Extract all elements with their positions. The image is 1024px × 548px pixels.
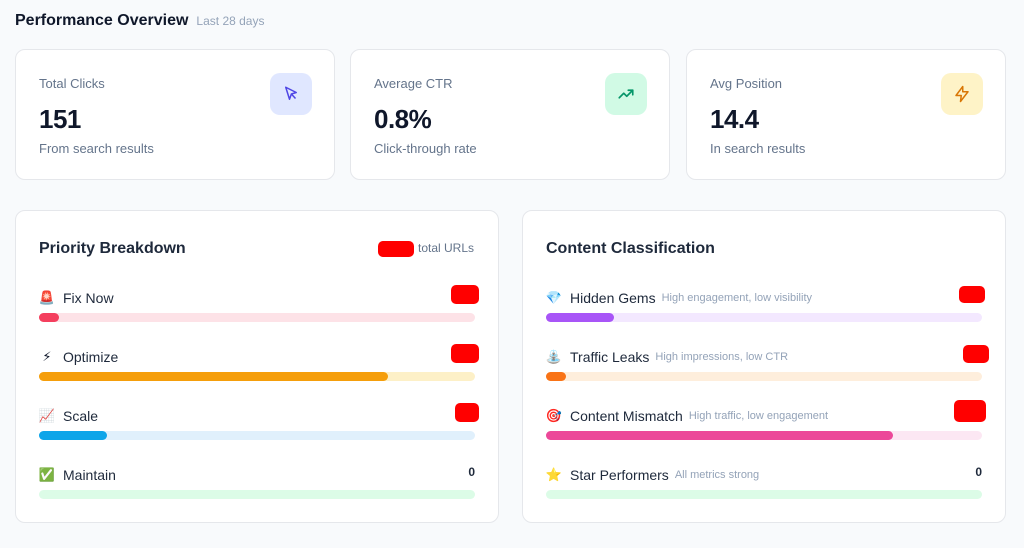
kpi-value: 0.8% — [374, 104, 432, 134]
row-count — [455, 403, 479, 422]
lightning-icon — [941, 73, 983, 115]
priority-row-maintain[interactable]: ✅ Maintain 0 — [39, 465, 475, 505]
kpi-card-avg-position: Avg Position 14.4 In search results — [686, 49, 1006, 180]
row-label: Optimize — [63, 349, 119, 365]
progress-track — [546, 431, 982, 440]
priority-row-optimize[interactable]: ⚡ Optimize — [39, 344, 479, 387]
row-hint: High engagement, low visibility — [661, 292, 813, 304]
row-label: Traffic Leaks — [570, 349, 650, 365]
kpi-label: Average CTR — [374, 76, 453, 91]
target-icon: 🎯 — [545, 408, 563, 423]
row-count: 0 — [468, 465, 475, 479]
progress-fill — [39, 313, 59, 322]
content-classification-panel: Content Classification 💎 Hidden Gems Hig… — [522, 210, 1006, 523]
class-row-content-mismatch[interactable]: 🎯 Content Mismatch High traffic, low eng… — [545, 400, 986, 446]
progress-track — [546, 490, 982, 499]
row-hint: High traffic, low engagement — [688, 410, 829, 422]
row-hint: High impressions, low CTR — [655, 351, 789, 363]
row-label: Content Mismatch — [570, 408, 683, 424]
kpi-value: 14.4 — [710, 104, 759, 134]
kpi-description: Click-through rate — [374, 141, 477, 156]
kpi-description: From search results — [39, 141, 154, 156]
gem-icon: 💎 — [545, 290, 563, 305]
progress-fill — [546, 431, 893, 440]
total-urls-label: total URLs — [418, 241, 475, 255]
class-row-star-performers[interactable]: ⭐ Star Performers All metrics strong 0 — [546, 465, 982, 505]
row-label: Hidden Gems — [570, 290, 656, 306]
siren-icon: 🚨 — [38, 290, 56, 305]
row-label: Fix Now — [63, 290, 114, 306]
progress-fill — [39, 431, 107, 440]
class-row-traffic-leaks[interactable]: ⛲ Traffic Leaks High impressions, low CT… — [545, 345, 989, 387]
progress-track — [39, 313, 475, 322]
priority-breakdown-panel: Priority Breakdown total URLs 🚨 Fix Now … — [15, 210, 499, 523]
kpi-description: In search results — [710, 141, 806, 156]
priority-row-scale[interactable]: 📈 Scale — [38, 403, 479, 446]
check-mark-icon: ✅ — [38, 467, 56, 482]
class-row-hidden-gems[interactable]: 💎 Hidden Gems High engagement, low visib… — [545, 286, 985, 328]
row-count — [959, 286, 985, 303]
row-count: 0 — [975, 465, 982, 479]
progress-fill — [39, 372, 388, 381]
row-count — [954, 400, 986, 422]
total-urls-count — [378, 241, 414, 257]
progress-track — [39, 431, 475, 440]
kpi-label: Total Clicks — [39, 76, 105, 91]
kpi-card-average-ctr: Average CTR 0.8% Click-through rate — [350, 49, 670, 180]
panel-title: Content Classification — [546, 240, 715, 257]
page-title: Performance Overview — [15, 12, 189, 29]
progress-track — [39, 490, 475, 499]
fountain-icon: ⛲ — [545, 349, 563, 364]
row-hint: All metrics strong — [674, 469, 760, 481]
lightning-icon: ⚡ — [42, 349, 52, 364]
trending-up-icon — [605, 73, 647, 115]
row-count — [963, 345, 989, 363]
kpi-card-total-clicks: Total Clicks 151 From search results — [15, 49, 335, 180]
progress-track — [39, 372, 475, 381]
priority-row-fix-now[interactable]: 🚨 Fix Now — [38, 285, 479, 328]
progress-fill — [546, 313, 614, 322]
progress-track — [546, 372, 982, 381]
progress-fill — [546, 372, 566, 381]
row-label: Scale — [63, 408, 99, 424]
page-header: Performance Overview Last 28 days — [15, 12, 264, 30]
kpi-label: Avg Position — [710, 76, 783, 91]
kpi-value: 151 — [39, 104, 81, 134]
row-label: Star Performers — [570, 467, 669, 483]
period-label: Last 28 days — [196, 14, 265, 28]
panel-title: Priority Breakdown — [39, 240, 186, 257]
star-icon: ⭐ — [545, 467, 563, 482]
chart-increasing-icon: 📈 — [38, 408, 56, 423]
row-count — [451, 344, 479, 363]
row-label: Maintain — [63, 467, 116, 483]
progress-track — [546, 313, 982, 322]
row-count — [451, 285, 479, 304]
cursor-icon — [270, 73, 312, 115]
